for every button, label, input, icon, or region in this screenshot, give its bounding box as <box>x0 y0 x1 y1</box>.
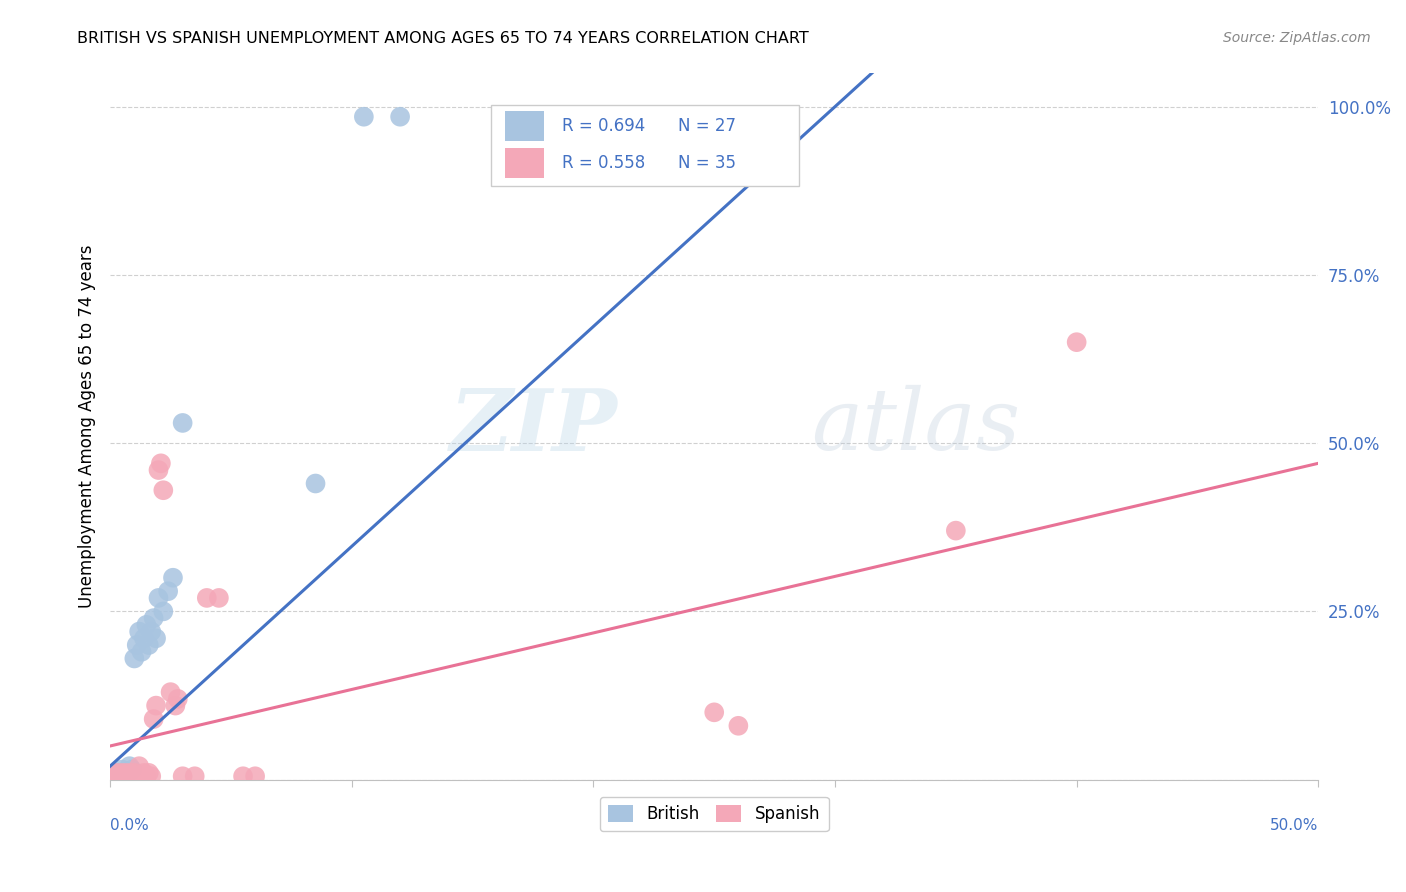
Point <box>195 591 218 605</box>
Point <box>152 483 174 498</box>
Point <box>389 110 412 124</box>
Point <box>135 769 157 783</box>
Point <box>104 765 127 780</box>
Point <box>157 584 180 599</box>
Point <box>208 591 231 605</box>
Point <box>172 416 194 430</box>
Point <box>141 624 163 639</box>
Point <box>124 765 146 780</box>
Point <box>138 765 160 780</box>
Text: R = 0.558: R = 0.558 <box>562 153 645 172</box>
Point <box>148 591 170 605</box>
FancyBboxPatch shape <box>505 112 544 141</box>
Point <box>108 765 131 780</box>
Point <box>141 769 163 783</box>
Point <box>132 632 155 646</box>
Point <box>243 769 266 783</box>
FancyBboxPatch shape <box>491 104 799 186</box>
Point <box>159 685 181 699</box>
Point <box>132 765 155 780</box>
Point <box>183 769 205 783</box>
Point <box>1066 335 1088 350</box>
Point <box>104 765 127 780</box>
Point <box>121 769 143 783</box>
Text: ZIP: ZIP <box>450 384 617 468</box>
Point <box>118 759 141 773</box>
Point <box>101 769 124 783</box>
Legend: British, Spanish: British, Spanish <box>600 797 828 831</box>
Point <box>165 698 187 713</box>
Text: atlas: atlas <box>811 385 1019 467</box>
Point <box>125 638 148 652</box>
Point <box>131 645 153 659</box>
Point <box>353 110 375 124</box>
Point <box>138 638 160 652</box>
Point <box>124 651 146 665</box>
Point <box>945 524 967 538</box>
Point <box>727 719 749 733</box>
Point <box>135 617 157 632</box>
Point <box>128 759 150 773</box>
Point <box>108 765 131 780</box>
Text: N = 27: N = 27 <box>678 117 735 135</box>
Point <box>107 769 129 783</box>
Point <box>149 456 172 470</box>
Point <box>145 698 167 713</box>
Point <box>152 604 174 618</box>
Point <box>111 769 134 783</box>
Point <box>142 712 165 726</box>
Point <box>128 624 150 639</box>
Text: BRITISH VS SPANISH UNEMPLOYMENT AMONG AGES 65 TO 74 YEARS CORRELATION CHART: BRITISH VS SPANISH UNEMPLOYMENT AMONG AG… <box>77 31 808 46</box>
Point <box>304 476 326 491</box>
Text: N = 35: N = 35 <box>678 153 735 172</box>
Point <box>145 632 167 646</box>
Point <box>125 769 148 783</box>
Point <box>121 763 143 777</box>
Text: 50.0%: 50.0% <box>1270 819 1319 833</box>
Point <box>166 691 188 706</box>
Point <box>703 706 725 720</box>
Point <box>114 769 136 783</box>
Point <box>111 763 134 777</box>
Point <box>114 765 136 780</box>
Point <box>107 769 129 783</box>
Y-axis label: Unemployment Among Ages 65 to 74 years: Unemployment Among Ages 65 to 74 years <box>79 244 96 608</box>
Text: 0.0%: 0.0% <box>110 819 149 833</box>
Point <box>115 769 138 783</box>
FancyBboxPatch shape <box>505 148 544 178</box>
Point <box>101 769 124 783</box>
Text: R = 0.694: R = 0.694 <box>562 117 645 135</box>
Point <box>131 769 153 783</box>
Point <box>232 769 254 783</box>
Point <box>115 765 138 780</box>
Point <box>172 769 194 783</box>
Point <box>118 765 141 780</box>
Point <box>148 463 170 477</box>
Text: Source: ZipAtlas.com: Source: ZipAtlas.com <box>1223 31 1371 45</box>
Point <box>162 571 184 585</box>
Point <box>142 611 165 625</box>
